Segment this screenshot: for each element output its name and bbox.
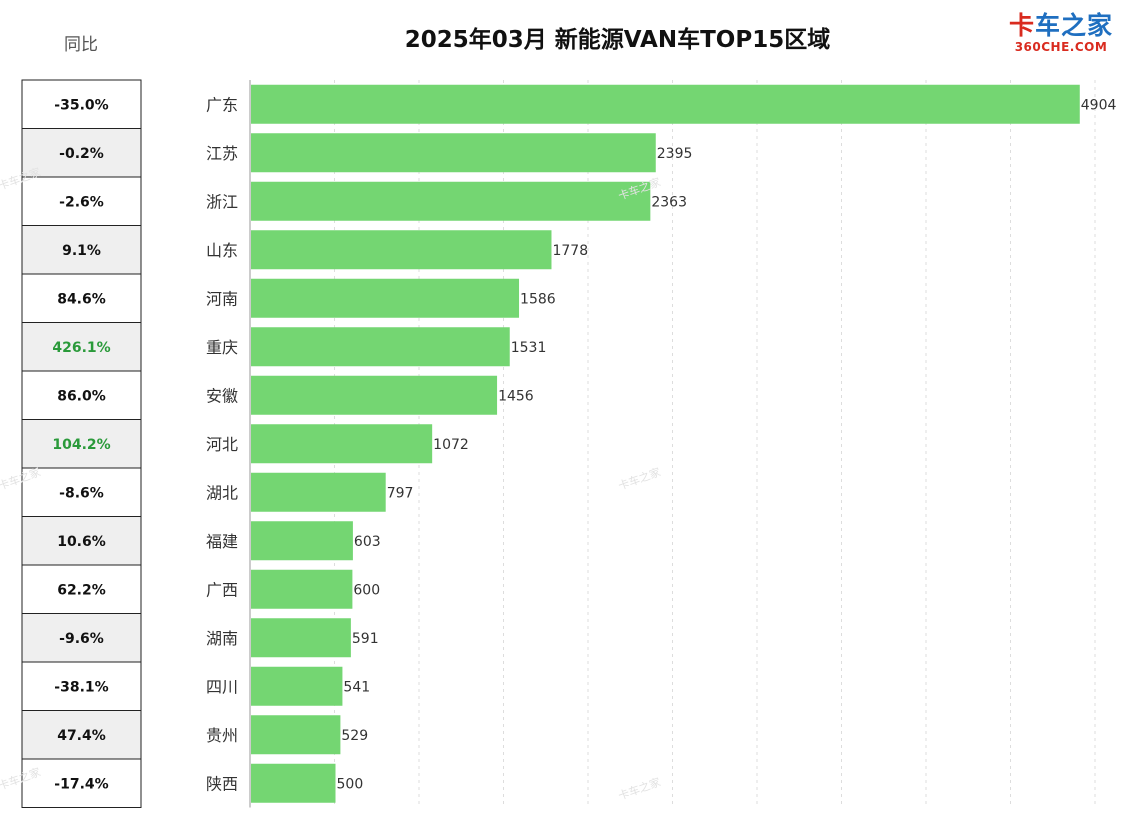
yoy-cell xyxy=(21,661,142,711)
bar-value-label: 797 xyxy=(387,485,414,501)
watermark: 卡车之家 xyxy=(616,465,662,493)
bar xyxy=(251,84,1080,124)
yoy-value: 62.2% xyxy=(57,582,106,598)
bar xyxy=(251,133,656,173)
yoy-value: 84.6% xyxy=(57,291,106,307)
bar-value-label: 529 xyxy=(341,728,368,744)
bar-value-label: 1586 xyxy=(520,291,556,307)
bar-value-label: 541 xyxy=(343,679,370,695)
bar xyxy=(251,666,343,706)
watermark: 卡车之家 xyxy=(616,775,662,803)
bar-value-label: 600 xyxy=(353,582,380,598)
bar-value-label: 591 xyxy=(352,631,379,647)
bar xyxy=(251,181,651,221)
category-label: 陕西 xyxy=(206,774,238,793)
bar-value-label: 1072 xyxy=(433,437,469,453)
category-label: 河北 xyxy=(206,435,238,454)
bar-value-label: 2363 xyxy=(651,194,687,210)
yoy-value: -9.6% xyxy=(59,631,104,647)
yoy-value: 426.1% xyxy=(52,340,110,356)
bar xyxy=(251,278,520,318)
yoy-cell xyxy=(21,467,142,517)
category-label: 贵州 xyxy=(206,726,238,745)
bar xyxy=(251,472,386,512)
bar-value-label: 603 xyxy=(354,534,381,550)
yoy-value: -8.6% xyxy=(59,485,104,501)
yoy-cell xyxy=(21,516,142,566)
chart-title: 2025年03月 新能源VAN车TOP15区域 xyxy=(404,27,831,53)
bar-value-label: 2395 xyxy=(657,146,693,162)
yoy-cell xyxy=(21,710,142,760)
logo-text: 卡车之家 xyxy=(1008,11,1114,40)
yoy-value: 104.2% xyxy=(52,437,110,453)
category-label: 福建 xyxy=(206,532,238,551)
bar-value-label: 1778 xyxy=(552,243,588,259)
yoy-value: 47.4% xyxy=(57,728,106,744)
bar-value-label: 500 xyxy=(337,776,364,792)
yoy-value: 86.0% xyxy=(57,388,106,404)
logo: 卡车之家 360CHE.COM xyxy=(1006,12,1116,58)
yoy-value: -38.1% xyxy=(54,679,108,695)
bar xyxy=(251,715,341,755)
yoy-value: 9.1% xyxy=(62,243,101,259)
yoy-cell xyxy=(21,176,142,226)
yoy-cell xyxy=(21,273,142,323)
yoy-value: -35.0% xyxy=(54,97,108,113)
bar xyxy=(251,424,433,464)
category-label: 河南 xyxy=(206,289,238,308)
yoy-cell xyxy=(21,322,142,372)
yoy-cell xyxy=(21,225,142,275)
yoy-cell xyxy=(21,758,142,808)
category-label: 重庆 xyxy=(206,338,238,357)
category-label: 安徽 xyxy=(206,386,238,405)
category-label: 江苏 xyxy=(206,144,238,163)
bar-value-label: 1456 xyxy=(498,388,534,404)
yoy-cell xyxy=(21,79,142,129)
yoy-column-header: 同比 xyxy=(64,35,98,55)
bar xyxy=(251,569,353,609)
yoy-cell xyxy=(21,419,142,469)
bar xyxy=(251,521,353,561)
bar-value-label: 4904 xyxy=(1081,97,1117,113)
category-label: 广东 xyxy=(206,95,238,114)
logo-subtext: 360CHE.COM xyxy=(1014,40,1108,54)
bar xyxy=(251,230,552,270)
yoy-value: -2.6% xyxy=(59,194,104,210)
bar xyxy=(251,327,510,367)
category-label: 广西 xyxy=(206,580,238,599)
bar xyxy=(251,618,351,658)
bar-value-label: 1531 xyxy=(511,340,547,356)
category-label: 湖南 xyxy=(206,629,238,648)
category-label: 湖北 xyxy=(206,483,238,502)
category-label: 浙江 xyxy=(206,192,238,211)
yoy-value: -17.4% xyxy=(54,776,108,792)
bar xyxy=(251,763,336,803)
yoy-value: -0.2% xyxy=(59,146,104,162)
category-label: 四川 xyxy=(206,677,238,696)
yoy-value: 10.6% xyxy=(57,534,106,550)
yoy-cell xyxy=(21,128,142,178)
yoy-cell xyxy=(21,613,142,663)
category-label: 山东 xyxy=(206,241,238,260)
bar xyxy=(251,375,498,415)
